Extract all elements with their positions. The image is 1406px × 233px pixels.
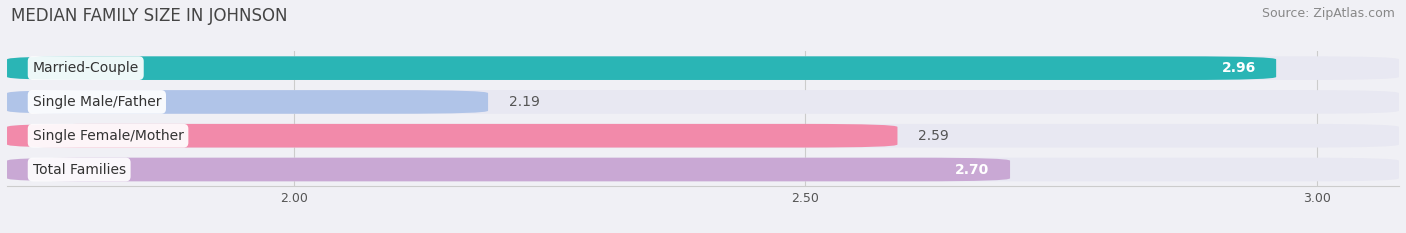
FancyBboxPatch shape	[7, 124, 897, 147]
Text: Total Families: Total Families	[32, 162, 125, 177]
Text: 2.59: 2.59	[918, 129, 949, 143]
Text: 2.19: 2.19	[509, 95, 540, 109]
Text: 2.70: 2.70	[955, 162, 990, 177]
FancyBboxPatch shape	[7, 56, 1399, 80]
Text: MEDIAN FAMILY SIZE IN JOHNSON: MEDIAN FAMILY SIZE IN JOHNSON	[11, 7, 288, 25]
FancyBboxPatch shape	[7, 56, 1277, 80]
FancyBboxPatch shape	[7, 158, 1399, 181]
FancyBboxPatch shape	[7, 158, 1010, 181]
Text: Single Female/Mother: Single Female/Mother	[32, 129, 184, 143]
Text: Source: ZipAtlas.com: Source: ZipAtlas.com	[1261, 7, 1395, 20]
Text: 2.96: 2.96	[1222, 61, 1256, 75]
Text: Married-Couple: Married-Couple	[32, 61, 139, 75]
FancyBboxPatch shape	[7, 124, 1399, 147]
FancyBboxPatch shape	[7, 90, 488, 114]
Text: Single Male/Father: Single Male/Father	[32, 95, 162, 109]
FancyBboxPatch shape	[7, 90, 1399, 114]
